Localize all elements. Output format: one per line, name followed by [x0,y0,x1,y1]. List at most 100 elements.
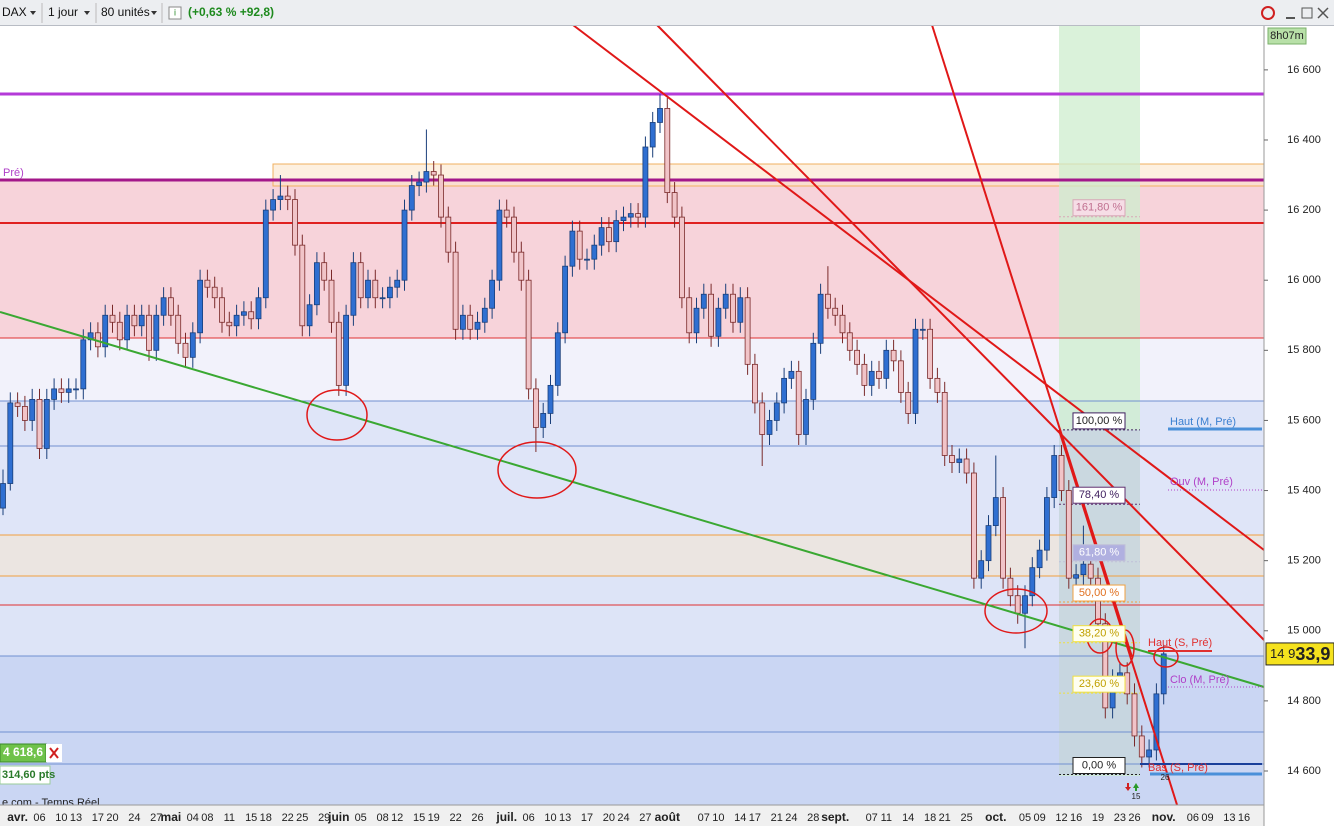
trend-line [656,24,1265,641]
x-tick-label: 09 [1201,812,1213,824]
candle-body [1051,455,1058,498]
x-tick-label: 05 [1019,812,1031,824]
candle-body [102,314,109,348]
candle-body [365,279,371,299]
candle-body [262,209,269,299]
trend-line [0,311,1265,688]
candle-body [21,406,28,421]
candle-body [868,370,875,386]
zone [0,656,1264,805]
zone [0,535,1264,576]
units[interactable]: 80 unités [101,5,150,19]
y-tick-label: 16 400 [1287,134,1321,146]
period[interactable]: 1 jour [48,5,78,19]
fib-label-box [1072,544,1126,562]
circle-marker [497,441,577,499]
last-price-part: 33,9 [1295,644,1330,664]
level-label: Pré) [3,167,24,179]
x-tick-label: nov. [1152,810,1176,824]
instrument[interactable]: DAX [2,5,27,19]
candle-body [43,398,50,449]
fib-label: 0,00 % [1082,759,1116,771]
x-tick-label: 27 [150,812,162,824]
candle-body [722,293,729,309]
x-tick-label: 07 [698,812,710,824]
maximize-icon[interactable] [1301,7,1313,19]
candle-body [927,328,933,379]
x-tick-label: 12 [1055,812,1067,824]
candle-body [80,339,87,390]
candle-body [182,342,189,358]
fib-label-box [1072,486,1126,504]
candle-body [635,213,641,218]
dropdown-arrow[interactable] [30,11,36,15]
y-tick-label: 16 000 [1287,274,1321,286]
candle-body [343,314,350,386]
level-label: Ouv (M, Pré) [1170,476,1233,488]
x-tick-label: mai [161,810,182,824]
x-tick-label: 08 [201,812,213,824]
fib-label-box [1072,584,1126,602]
x-tick-label: 10 [55,812,67,824]
candle-body [715,307,722,337]
candle-body [839,314,846,334]
fib-label-box [1072,757,1126,775]
close-icon[interactable] [49,747,59,759]
candle-body [58,388,65,393]
candle-body [233,314,240,327]
x-tick-label: 18 [924,812,936,824]
candle-body [124,314,130,341]
close-icon[interactable] [1317,7,1329,19]
candle-body [919,328,926,331]
candle-body [759,402,766,435]
fib-label: 38,20 % [1079,628,1120,640]
last-price-part: 14 9 [1270,646,1295,661]
refresh-icon[interactable] [1261,6,1275,20]
x-tick-label: 13 [1223,812,1235,824]
candle-body [956,458,963,463]
candle-body [905,391,912,414]
candle-body [912,328,919,414]
x-tick-label: avr. [7,810,28,824]
candle-body [357,262,364,299]
x-tick-label: 24 [785,812,797,824]
x-tick-label: 10 [544,812,556,824]
timer: 8h07m [1270,30,1304,42]
x-tick-label: 16 [1070,812,1082,824]
candle-body [1146,749,1152,758]
x-tick-label: 15 [245,812,257,824]
candle-body [153,314,160,351]
candle-body [679,216,685,299]
dropdown-arrow[interactable] [84,11,90,15]
candle-body [1058,455,1065,491]
candle-body [533,388,539,428]
candle-body [313,262,320,306]
candle-body [321,262,328,281]
timer-box [1267,27,1307,45]
candle-body [547,384,554,414]
info-icon-glyph[interactable]: i [174,7,176,17]
candle-body [204,279,211,288]
candle-body [846,332,853,351]
candle-body [503,209,510,218]
x-tick-label: 28 [807,812,819,824]
candle-body [29,398,36,421]
x-tick-label: 21 [771,812,783,824]
candle-body [51,388,57,400]
fib-label: 161,80 % [1076,202,1123,214]
candle-body [934,377,941,393]
minimize-icon[interactable] [1286,17,1295,19]
x-tick-label: 20 [106,812,118,824]
candle-body [978,560,985,579]
info-icon[interactable] [168,6,182,20]
x-tick-label: 06 [1187,812,1199,824]
candle-body [627,213,634,218]
x-tick-label: 17 [92,812,104,824]
candle-body [598,227,605,246]
fib-label: 23,60 % [1079,678,1120,690]
chart-background [0,26,1265,805]
x-tick-label: 22 [282,812,294,824]
dropdown-arrow[interactable] [151,11,157,15]
x-tick-label: 24 [128,812,140,824]
candle-body [328,279,335,323]
